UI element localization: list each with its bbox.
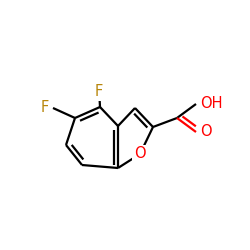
Text: F: F bbox=[41, 100, 49, 116]
Text: OH: OH bbox=[200, 96, 222, 112]
Text: O: O bbox=[200, 124, 211, 140]
Text: O: O bbox=[134, 146, 146, 162]
Text: F: F bbox=[95, 84, 103, 100]
